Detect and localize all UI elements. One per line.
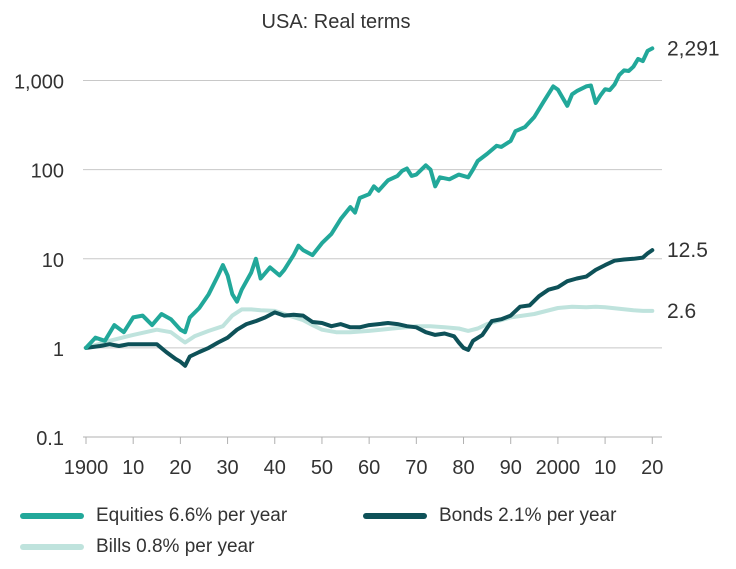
series-line-equities	[84, 46, 655, 350]
x-tick-label: 10	[122, 457, 144, 479]
series-end-labels: 2,291 12.5 2.6	[667, 37, 720, 322]
x-tick-label: 70	[405, 457, 427, 479]
y-tick-label: 1	[53, 339, 64, 361]
x-tick-label: 2000	[536, 457, 581, 479]
x-tick-label: 30	[216, 457, 238, 479]
x-axis	[83, 436, 662, 444]
end-label-equities: 2,291	[667, 37, 720, 60]
gridlines	[83, 80, 662, 349]
y-tick-label: 10	[42, 250, 64, 272]
x-tick-label: 60	[358, 457, 380, 479]
end-label-bills: 2.6	[667, 300, 696, 323]
x-tick-label: 90	[500, 457, 522, 479]
y-tick-label: 1,000	[14, 72, 64, 94]
y-tick-label: 0.1	[36, 428, 64, 450]
x-tick-label: 20	[169, 457, 191, 479]
y-axis-tick-labels: 0.1 1 10 100 1,000	[14, 72, 64, 450]
x-tick-label: 80	[452, 457, 474, 479]
x-tick-label: 1900	[64, 457, 109, 479]
x-tick-label: 40	[264, 457, 286, 479]
chart-title: USA: Real terms	[262, 11, 411, 33]
y-tick-label: 100	[31, 161, 64, 183]
x-tick-label: 20	[641, 457, 663, 479]
x-tick-label: 10	[594, 457, 616, 479]
series-line-bonds	[84, 248, 655, 368]
series-lines	[84, 46, 655, 368]
series-line-bills	[84, 304, 655, 350]
x-tick-label: 50	[311, 457, 333, 479]
x-axis-tick-labels: 1900 10 20 30 40 50 60 70 80 90 2000 10 20	[64, 457, 664, 479]
end-label-bonds: 12.5	[667, 239, 708, 262]
